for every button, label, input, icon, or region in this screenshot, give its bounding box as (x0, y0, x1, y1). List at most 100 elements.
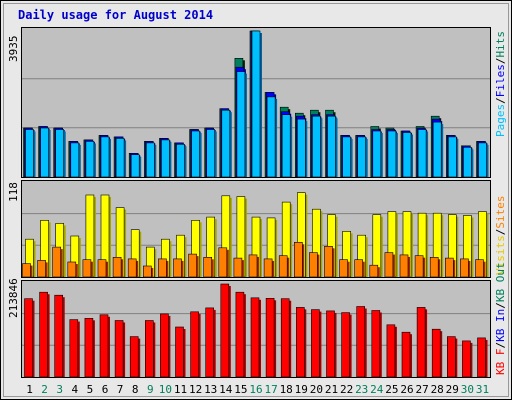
kbytes-panel-kb-f-bar (386, 324, 396, 378)
x-axis-day-label: 8 (132, 383, 139, 396)
hits-panel-pages-bar (146, 142, 155, 178)
kbytes-panel-kb-f-bar (84, 317, 94, 378)
kbytes-panel-kb-f-bar (250, 297, 260, 378)
x-axis-day-label: 12 (189, 383, 202, 396)
x-axis-day-label: 11 (174, 383, 187, 396)
x-axis-day-label: 2 (41, 383, 48, 396)
x-axis-day-label: 17 (264, 383, 277, 396)
kbytes-panel-kb-f-bar (341, 312, 350, 378)
legend-separator: / (494, 58, 507, 65)
x-axis-day-label: 6 (102, 383, 109, 396)
x-axis-day-label: 15 (234, 383, 247, 396)
x-axis-day-label: 28 (431, 383, 444, 396)
kbytes-panel-kb-f-bar (220, 283, 230, 378)
visits-panel-sites-bar (293, 242, 303, 278)
kbytes-panel-kb-f-bar (129, 336, 139, 378)
hits-panel-pages-bar (176, 144, 185, 178)
x-axis-day-label: 27 (415, 383, 428, 396)
hits-panel-pages-bar (236, 71, 246, 178)
x-axis-day-label: 13 (204, 383, 217, 396)
legend-label-kb-f: KB F (494, 349, 507, 376)
visits-panel-sites-bar (278, 255, 288, 278)
hits-panel-pages-bar (417, 129, 427, 178)
visits-panel-sites-bar (460, 258, 469, 278)
hits-panel-legend: Pages/Files/Hits (494, 31, 507, 137)
x-axis-day-label: 31 (476, 383, 489, 396)
visits-panel-sites-bar (309, 252, 318, 278)
hits-panel-pages-bar (387, 130, 397, 178)
kbytes-panel-kb-f-bar (99, 314, 109, 378)
hits-panel-pages-bar (312, 115, 321, 178)
x-axis-day-label: 7 (117, 383, 124, 396)
visits-panel-sites-bar (188, 253, 197, 278)
kbytes-panel-kb-f-bar (54, 294, 64, 378)
visits-sites-panel (21, 180, 491, 278)
kbytes-panel-kb-f-bar (401, 331, 411, 378)
visits-panel-sites-bar (218, 247, 228, 278)
x-axis-day-labels: 1 2 3 4 5 6 7 8 9 10 11 12 13 14 15 16 17 18 19 20 21 22 23 24 2… (26, 383, 489, 396)
visits-panel-sites-bar (444, 257, 454, 278)
visits-panel-sites-bar (248, 254, 258, 278)
kbytes-panel-kb-f-bar (24, 298, 33, 378)
hits-panel-pages-bar (55, 129, 65, 178)
visits-panel-sites-bar (97, 259, 107, 278)
kbytes-panel-kb-f-bar (39, 291, 48, 378)
hits-panel-pages-bar (342, 136, 351, 178)
visits-panel-sites-bar (384, 252, 394, 278)
visits-panel-sites-bar (67, 261, 77, 278)
legend-separator: / (494, 342, 507, 349)
visits-panel-sites-bar (369, 264, 379, 278)
x-axis-day-label: 4 (71, 383, 78, 396)
hits-panel-pages-bar (100, 136, 110, 178)
legend-label-files: Files (494, 64, 507, 97)
kbytes-panel-kb-f-bar (326, 310, 335, 378)
kbytes-panel-kb-f-bar (145, 320, 154, 378)
visits-panel-sites-bar (233, 257, 243, 278)
hits-panel-pages-bar (130, 154, 140, 178)
hits-panel-pages-bar (206, 129, 215, 178)
x-axis-day-label: 26 (400, 383, 413, 396)
kbytes-panel-kb-f-bar (160, 313, 169, 378)
legend-label-hits: Hits (494, 31, 507, 58)
kbytes-panel-kb-f-bar (416, 307, 426, 378)
x-axis-day-label: 22 (340, 383, 353, 396)
visits-panel-sites-bar (112, 256, 122, 278)
legend-separator: / (494, 229, 507, 236)
visits-panel-sites-bar (37, 260, 46, 278)
visits-panel-sites-bar (339, 259, 348, 278)
kbytes-panel-kb-f-bar (356, 306, 366, 378)
kbytes-panel-kb-f-bar (175, 326, 184, 378)
hits-panel-pages-bar (70, 142, 80, 178)
visits-panel-sites-bar (429, 256, 439, 278)
hits-panel-pages-bar (281, 114, 291, 178)
kbytes-panel-kb-f-bar (446, 336, 456, 378)
hits-panel-pages-bar (478, 142, 487, 178)
hits-panel-pages-bar (432, 121, 442, 178)
kbytes-panel-kb-f-bar (205, 307, 214, 378)
x-axis-day-label: 20 (310, 383, 323, 396)
visits-panel-sites-bar (263, 258, 273, 278)
hits-panel-pages-bar (372, 130, 382, 178)
visits-panel-sites-bar (158, 258, 167, 278)
kbytes-panel-kb-f-bar (431, 328, 441, 378)
x-axis-day-label: 23 (355, 383, 368, 396)
hits-panel-pages-bar (447, 136, 457, 178)
kbytes-panel-kb-f-bar (371, 310, 381, 378)
x-axis-day-label: 19 (295, 383, 308, 396)
kbytes-panel-kb-f-bar (280, 298, 290, 378)
hits-panel-pages-bar (191, 130, 200, 178)
hits-panel-pages-bar (327, 115, 336, 178)
kbytes-panel-kb-f-bar (69, 319, 79, 378)
x-axis-day-label: 10 (159, 383, 172, 396)
hits-panel-pages-bar (251, 30, 261, 178)
visits-panel-sites-bar (324, 246, 333, 278)
kbytes-panel-kb-f-bar (295, 307, 305, 378)
legend-separator: / (494, 97, 507, 104)
kbytes-panel-kb-f-bar (477, 337, 486, 378)
chart-inner-border (3, 3, 509, 397)
visits-panel-sites-bar (203, 256, 212, 278)
kbytes-panel-kb-f-bar (190, 311, 199, 378)
x-axis-day-label: 3 (56, 383, 63, 396)
x-axis-day-label: 14 (219, 383, 233, 396)
